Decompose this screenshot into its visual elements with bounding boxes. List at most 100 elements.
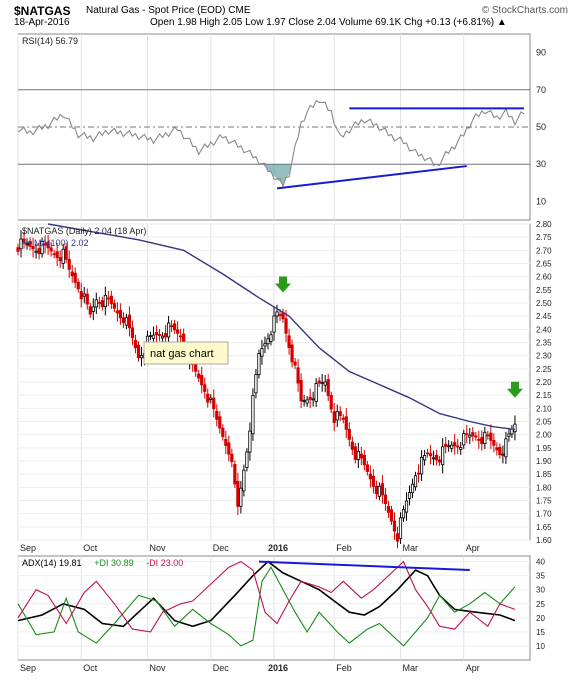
price-tick-label: 1.75 bbox=[536, 497, 552, 506]
description-label: Natural Gas - Spot Price (EOD) CME bbox=[86, 5, 251, 16]
down-arrow-marker bbox=[506, 381, 523, 398]
price-tick-label: 1.60 bbox=[536, 536, 552, 545]
adx-tick-label: 25 bbox=[536, 600, 545, 609]
price-candle bbox=[34, 250, 38, 253]
price-candle bbox=[320, 382, 324, 384]
price-candle bbox=[269, 334, 273, 342]
price-candle bbox=[380, 483, 385, 496]
price-tick-label: 1.95 bbox=[536, 444, 552, 453]
price-candle bbox=[197, 373, 201, 379]
down-arrow-marker bbox=[275, 276, 292, 293]
price-candle bbox=[383, 494, 388, 505]
price-candle bbox=[453, 442, 457, 447]
adx-series-line bbox=[17, 566, 516, 647]
rsi-oversold-fill bbox=[263, 164, 291, 185]
price-candle bbox=[194, 364, 198, 372]
price-candle bbox=[347, 428, 351, 440]
price-candle bbox=[293, 361, 297, 366]
price-candle bbox=[118, 309, 122, 319]
price-candle bbox=[169, 325, 174, 328]
price-candle bbox=[305, 399, 309, 404]
price-candle bbox=[151, 334, 156, 339]
price-tick-label: 1.65 bbox=[536, 523, 552, 532]
price-candle bbox=[441, 446, 445, 466]
price-candle bbox=[477, 439, 481, 441]
price-x-label: Feb bbox=[336, 543, 352, 553]
price-candle bbox=[401, 509, 406, 519]
price-candle bbox=[154, 332, 159, 336]
price-candle bbox=[43, 243, 47, 246]
price-candle bbox=[160, 335, 165, 339]
price-candle bbox=[284, 318, 288, 334]
adx-tick-label: 40 bbox=[536, 558, 545, 567]
price-candle bbox=[227, 442, 231, 455]
price-candle bbox=[374, 485, 379, 495]
adx-x-label: Oct bbox=[83, 663, 98, 673]
price-tick-label: 2.80 bbox=[536, 220, 552, 229]
price-candle bbox=[275, 311, 279, 317]
adx-tick-label: 20 bbox=[536, 614, 545, 623]
price-candle bbox=[61, 248, 65, 264]
rsi-trendline bbox=[276, 165, 467, 190]
price-candle bbox=[299, 380, 303, 402]
price-candle bbox=[308, 396, 312, 400]
price-candle bbox=[501, 453, 505, 456]
adx-x-label: Sep bbox=[20, 663, 36, 673]
price-candle bbox=[480, 437, 484, 445]
price-candle bbox=[28, 240, 32, 247]
adx-x-label: Dec bbox=[213, 663, 230, 673]
price-chart-title: $NATGAS (Daily) 2.04 (18 Apr) bbox=[22, 226, 146, 236]
price-tick-label: 2.30 bbox=[536, 352, 552, 361]
price-candle bbox=[263, 343, 267, 347]
price-candle bbox=[377, 485, 382, 497]
price-candle bbox=[362, 455, 366, 466]
price-candle bbox=[127, 314, 132, 329]
adx-x-label: Feb bbox=[336, 663, 352, 673]
price-candle bbox=[203, 384, 207, 392]
price-x-label: Sep bbox=[20, 543, 36, 553]
price-x-label: Oct bbox=[83, 543, 98, 553]
price-candle bbox=[70, 271, 74, 277]
price-candle bbox=[163, 333, 168, 338]
price-candle bbox=[179, 335, 183, 338]
price-candle bbox=[46, 241, 50, 249]
price-candle bbox=[245, 451, 249, 468]
price-candle bbox=[97, 302, 101, 304]
price-candle bbox=[242, 469, 246, 492]
price-candle bbox=[236, 480, 240, 507]
price-candle bbox=[233, 463, 237, 485]
price-tick-label: 1.90 bbox=[536, 457, 552, 466]
price-candle bbox=[429, 453, 433, 457]
price-tick-label: 2.10 bbox=[536, 404, 552, 413]
price-candle bbox=[341, 417, 345, 420]
price-candle bbox=[166, 322, 171, 338]
price-tick-label: 2.65 bbox=[536, 260, 552, 269]
price-candle bbox=[444, 443, 448, 447]
price-candle bbox=[37, 248, 41, 255]
price-candle bbox=[398, 517, 403, 539]
price-candle bbox=[302, 400, 306, 402]
price-candle bbox=[359, 453, 363, 459]
price-tick-label: 1.80 bbox=[536, 483, 552, 492]
price-tick-label: 2.05 bbox=[536, 418, 552, 427]
price-candle bbox=[25, 243, 29, 246]
price-candle bbox=[148, 335, 153, 338]
price-candle bbox=[218, 416, 222, 429]
price-candle bbox=[389, 509, 394, 522]
price-candle bbox=[368, 473, 372, 480]
price-candle bbox=[416, 472, 421, 475]
price-candle bbox=[338, 411, 342, 416]
price-candle bbox=[419, 456, 424, 475]
price-candle bbox=[212, 397, 216, 410]
price-candle bbox=[124, 317, 129, 326]
price-candle bbox=[79, 291, 83, 300]
price-candle bbox=[365, 464, 369, 472]
price-candle bbox=[438, 459, 442, 463]
adx-legend: -DI 23.00 bbox=[146, 558, 183, 568]
price-tick-label: 2.60 bbox=[536, 273, 552, 282]
price-candle bbox=[422, 455, 427, 461]
price-candle bbox=[323, 381, 327, 386]
price-candle bbox=[22, 238, 26, 242]
price-candle bbox=[67, 258, 71, 270]
price-candle bbox=[49, 247, 53, 252]
